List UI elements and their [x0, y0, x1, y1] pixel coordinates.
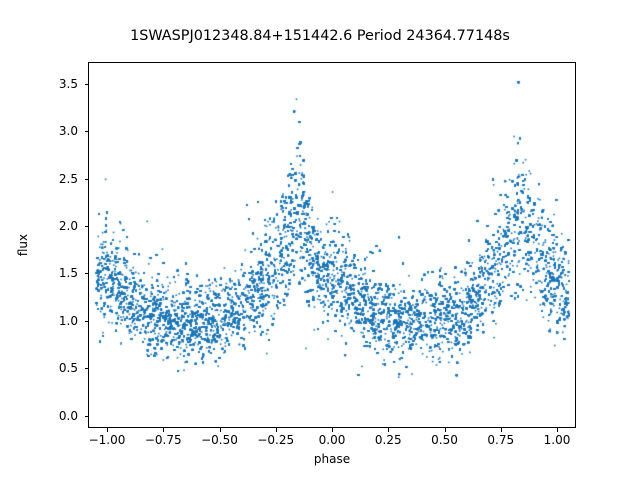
x-tick-mark: [557, 428, 558, 432]
y-tick-mark: [84, 415, 88, 417]
y-axis-label: flux: [16, 233, 31, 257]
x-tick-label: −0.50: [201, 433, 238, 447]
y-tick-mark: [84, 273, 88, 275]
x-tick-label: 1.00: [543, 433, 571, 447]
x-tick-label: −0.75: [144, 433, 182, 447]
y-tick-label: 2.5: [58, 171, 78, 186]
y-tick-mark: [84, 320, 88, 322]
x-tick-label: 0.50: [431, 433, 458, 447]
x-axis-label: phase: [313, 452, 351, 466]
x-tick-label: 0.25: [374, 433, 402, 447]
x-tick-mark: [219, 428, 221, 432]
plot-axes-frame: [88, 62, 576, 428]
y-tick-label: 1.0: [58, 313, 78, 328]
chart-title: 1SWASPJ012348.84+151442.6 Period 24364.7…: [130, 28, 510, 44]
y-tick-label: 3.5: [58, 76, 78, 91]
x-tick-mark: [500, 428, 502, 432]
x-tick-mark: [444, 428, 446, 432]
y-tick-label: 3.0: [58, 124, 78, 139]
y-tick-label: 2.0: [58, 219, 78, 234]
x-tick-mark: [163, 428, 165, 432]
x-tick-mark: [107, 428, 108, 432]
y-tick-label: 0.0: [58, 408, 78, 423]
y-tick-mark: [84, 178, 88, 180]
x-tick-mark: [388, 428, 390, 432]
y-tick-mark: [84, 226, 88, 228]
y-tick-label: 1.5: [58, 266, 78, 281]
x-tick-mark: [332, 428, 333, 432]
scatter-plot-points: [89, 63, 575, 427]
x-tick-label: −1.00: [88, 433, 126, 447]
x-tick-label: 0.75: [487, 433, 515, 447]
y-tick-mark: [84, 83, 88, 85]
x-tick-label: −0.25: [257, 433, 295, 447]
y-tick-mark: [84, 131, 88, 133]
x-tick-mark: [275, 428, 277, 432]
x-tick-label: 0.00: [318, 433, 346, 447]
y-tick-mark: [84, 368, 88, 370]
y-tick-label: 0.5: [58, 361, 78, 376]
